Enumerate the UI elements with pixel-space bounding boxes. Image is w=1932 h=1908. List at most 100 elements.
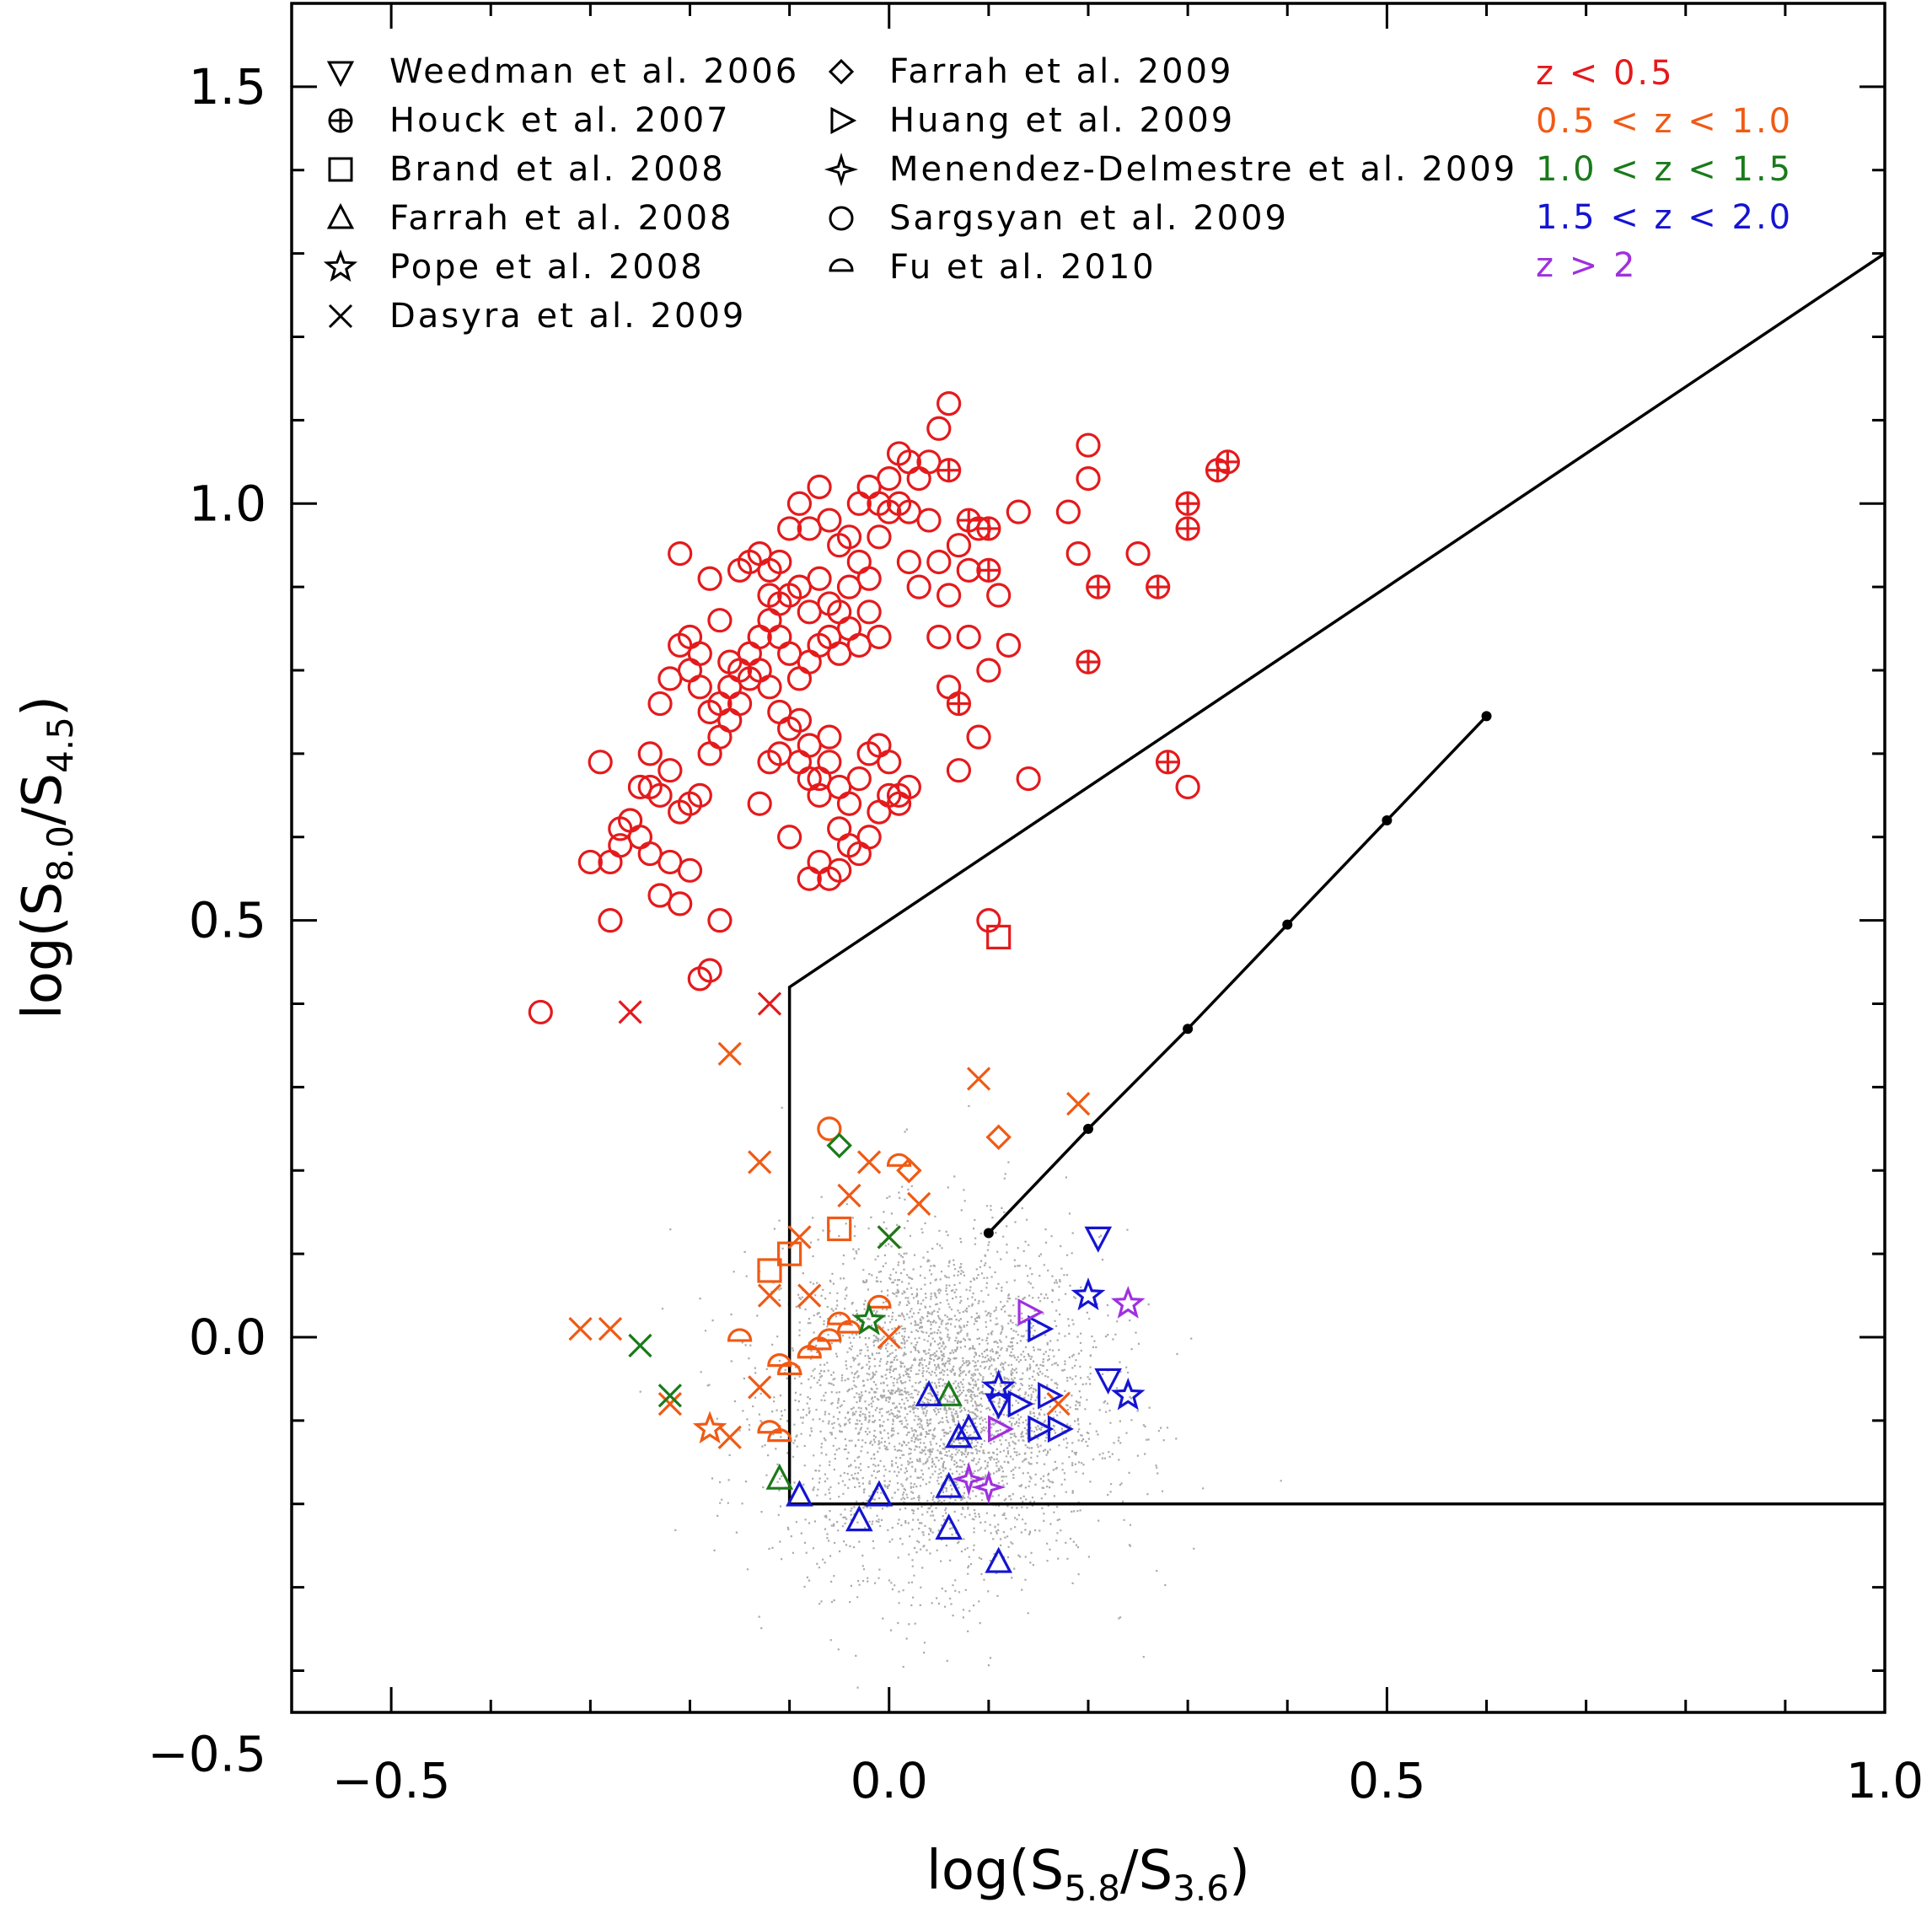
data-point-circle (807, 474, 832, 500)
redshift-legend-label: z < 0.5 (1536, 54, 1675, 93)
circle-plus-cross (1077, 651, 1099, 674)
redshift-legend-label: 0.5 < z < 1.0 (1536, 102, 1793, 141)
data-point-circle (637, 741, 663, 766)
data-point-circle (936, 583, 962, 608)
data-point-circle (896, 549, 921, 575)
series (628, 1225, 901, 1408)
data-point-half-circle (807, 1336, 832, 1351)
legend-symbol-circle-plus (328, 108, 353, 133)
legend-symbol-tri-down (326, 61, 355, 88)
data-point-square (777, 1241, 802, 1266)
x-tick-label: −0.5 (332, 1752, 451, 1809)
series (757, 1216, 852, 1283)
x-tick-label: 0.5 (1348, 1752, 1425, 1809)
data-point-tri-up (985, 1546, 1012, 1573)
data-point-circle (986, 583, 1012, 608)
data-points (528, 391, 1240, 1573)
data-point-circle (528, 999, 553, 1025)
legend-label: Dasyra et al. 2009 (389, 297, 746, 336)
data-point-circle (777, 825, 802, 850)
series (985, 1226, 1122, 1420)
data-point-cross (877, 1325, 901, 1350)
power-law-track-point (1481, 711, 1492, 722)
data-point-circle (906, 574, 931, 599)
series (765, 1379, 963, 1490)
data-point-circle-plus (976, 516, 1001, 541)
legend-symbol-tri-up (326, 202, 355, 229)
legend-entry: Fu et al. 2010 (829, 248, 1154, 287)
data-point-cross (966, 1067, 991, 1091)
data-point-cross (837, 1183, 861, 1208)
legend-entry: Pope et al. 2008 (323, 248, 702, 287)
data-point-circle (647, 782, 673, 808)
data-point-cross (717, 1041, 742, 1066)
data-point-circle (856, 599, 882, 625)
y-tick-label: −0.5 (148, 1725, 266, 1782)
data-point-circle (717, 649, 743, 675)
data-point-circle-plus (1086, 574, 1111, 599)
redshift-legend-label: 1.0 < z < 1.5 (1536, 150, 1793, 189)
data-point-circle (926, 416, 952, 441)
data-point-circle-plus (956, 508, 981, 533)
data-point-circle (1006, 499, 1031, 524)
legend-symbol-cross (328, 304, 353, 329)
data-point-tri-up (845, 1505, 873, 1532)
data-point-circle (807, 766, 832, 792)
data-point-circle (976, 658, 1001, 683)
data-point-star (851, 1302, 887, 1336)
data-point-circle (956, 624, 981, 650)
legend-entry: Farrah et al. 2008 (326, 199, 731, 238)
legend-entry: Weedman et al. 2006 (326, 52, 797, 91)
data-point-square (827, 1216, 852, 1242)
series (1007, 1314, 1074, 1443)
circle-plus-cross (1216, 450, 1239, 473)
data-point-circle (786, 491, 813, 516)
data-point-tri-right (988, 1415, 1015, 1443)
data-point-circle (946, 533, 972, 558)
data-point-diamond (985, 1124, 1012, 1151)
data-point-tri-right (1028, 1314, 1055, 1343)
data-point-cross (618, 1000, 642, 1024)
series (692, 1411, 727, 1444)
series (896, 1124, 1012, 1184)
data-point-circle (856, 566, 882, 591)
data-point-half-circle (797, 1345, 822, 1359)
series (568, 1041, 1091, 1449)
data-point-cross (877, 1225, 901, 1250)
data-point-circle (657, 758, 683, 783)
data-point-circle (1125, 540, 1151, 567)
data-point-circle-plus (1155, 750, 1181, 775)
x-axis-title: log(S5.8/S3.6) (926, 1840, 1250, 1908)
series (951, 1461, 1006, 1505)
data-point-circle (936, 391, 962, 417)
legend-label: Sargsyan et al. 2009 (889, 199, 1289, 238)
data-point-circle (757, 583, 782, 608)
data-point-cross (757, 992, 782, 1016)
legend-label: Houck et al. 2007 (389, 101, 731, 140)
y-tick-label: 0.5 (189, 892, 266, 949)
data-point-circle (767, 549, 792, 575)
legend-label: Huang et al. 2009 (889, 101, 1235, 140)
data-point-circle-plus (936, 458, 962, 483)
data-point-circle (707, 908, 733, 933)
legend: Weedman et al. 2006 Houck et al. 2007 Bran… (323, 52, 1793, 336)
data-point-cross (568, 1317, 593, 1341)
data-point-half-circle (727, 1328, 753, 1342)
data-point-circle (817, 724, 842, 750)
circle-plus-cross (977, 559, 1000, 582)
data-point-tri-up (954, 1413, 983, 1440)
data-point-cross (748, 1150, 772, 1174)
power-law-track (987, 715, 1488, 1234)
data-point-circle-plus (976, 557, 1001, 583)
y-tick-label: 0.0 (189, 1309, 266, 1366)
series (1110, 1286, 1146, 1319)
redshift-legend-label: 1.5 < z < 2.0 (1536, 198, 1793, 237)
data-point-circle (598, 908, 623, 933)
data-point-circle (867, 491, 892, 516)
series (851, 1302, 887, 1336)
data-point-tri-up (935, 1513, 963, 1540)
data-point-circle (668, 540, 693, 567)
data-point-circle (767, 741, 792, 766)
circle-plus-cross (1087, 576, 1109, 599)
